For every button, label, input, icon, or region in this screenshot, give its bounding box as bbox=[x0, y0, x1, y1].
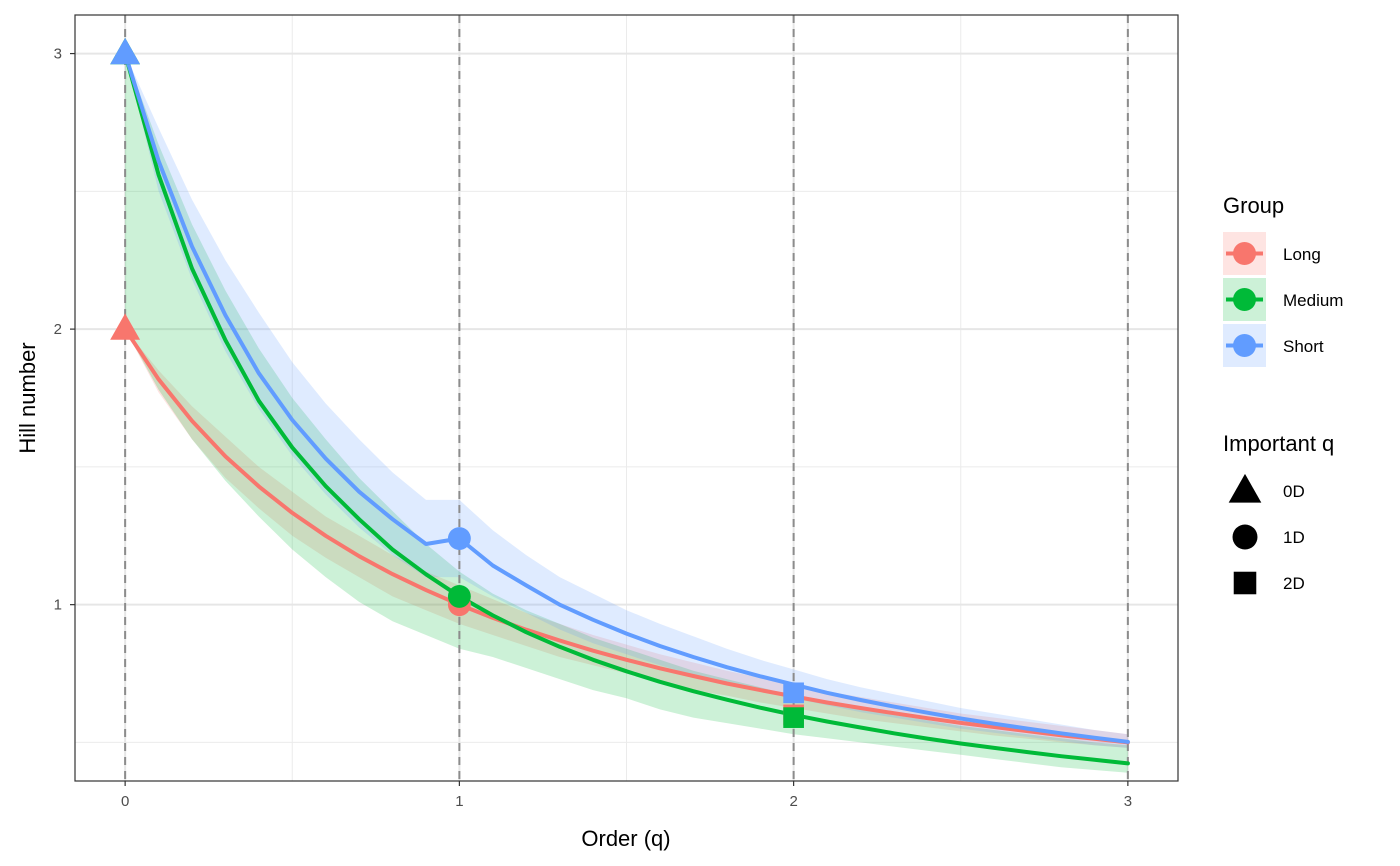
series-lines bbox=[123, 51, 1130, 766]
y-tick-label: 3 bbox=[54, 46, 62, 63]
point-long-0d bbox=[110, 313, 141, 340]
legend-label-short: Short bbox=[1283, 337, 1324, 356]
circle-icon bbox=[1232, 524, 1258, 550]
important-points bbox=[110, 37, 804, 728]
y-tick-label: 1 bbox=[54, 597, 62, 614]
legend: Group Important q Long Medium Short 0D 1D 2D bbox=[1223, 193, 1343, 595]
panel-border bbox=[74, 14, 1179, 782]
band-long bbox=[125, 329, 1128, 748]
legend-group-title: Group bbox=[1223, 193, 1284, 218]
legend-label-medium: Medium bbox=[1283, 291, 1343, 310]
legend-label-long: Long bbox=[1283, 245, 1321, 264]
x-tick-label: 0 bbox=[121, 793, 129, 810]
line-short bbox=[123, 51, 1130, 744]
legend-key-point-short bbox=[1233, 334, 1256, 357]
legend-key-point-long bbox=[1233, 242, 1256, 265]
line-long bbox=[123, 327, 1130, 745]
y-axis-title: Hill number bbox=[15, 342, 40, 453]
square-icon bbox=[1233, 571, 1257, 595]
x-tick-label: 1 bbox=[455, 793, 463, 810]
point-short-0d bbox=[110, 37, 141, 65]
x-tick-label: 2 bbox=[789, 793, 797, 810]
legend-label-0d: 0D bbox=[1283, 482, 1305, 501]
point-short-1d bbox=[447, 527, 471, 550]
band-medium bbox=[125, 53, 1128, 773]
point-short-2d bbox=[783, 682, 804, 704]
axes: 0 1 2 3 1 2 3 bbox=[54, 46, 1132, 810]
legend-shape-title: Important q bbox=[1223, 431, 1334, 456]
legend-label-2d: 2D bbox=[1283, 574, 1305, 593]
confidence-bands bbox=[125, 53, 1128, 773]
reference-lines bbox=[124, 15, 1129, 781]
legend-label-1d: 1D bbox=[1283, 528, 1305, 547]
point-medium-2d bbox=[783, 707, 804, 728]
triangle-icon bbox=[1228, 473, 1262, 503]
x-axis-title: Order (q) bbox=[581, 826, 670, 851]
legend-key-point-medium bbox=[1233, 288, 1256, 311]
y-tick-label: 2 bbox=[54, 321, 62, 338]
line-medium bbox=[123, 51, 1130, 766]
x-tick-label: 3 bbox=[1124, 793, 1132, 810]
point-medium-1d bbox=[447, 584, 471, 608]
